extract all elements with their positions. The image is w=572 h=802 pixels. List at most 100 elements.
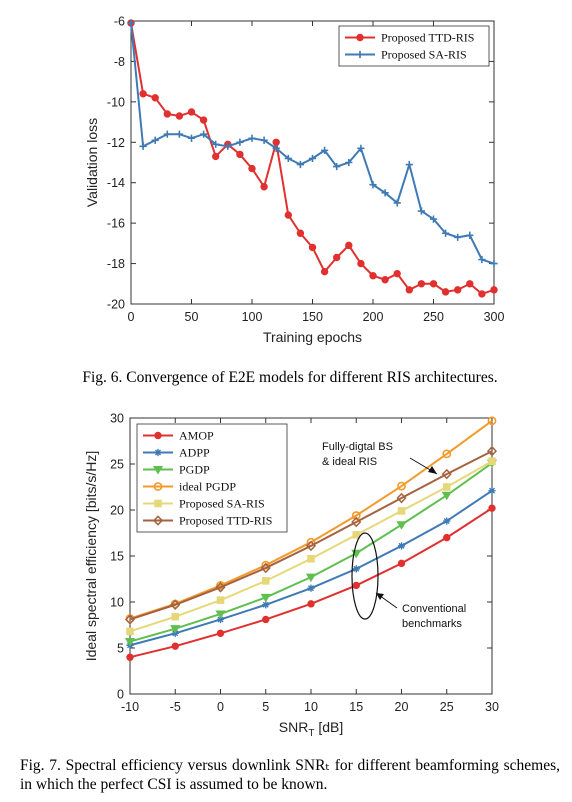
data-point	[151, 94, 159, 102]
data-point	[260, 183, 268, 191]
data-point	[124, 638, 136, 647]
data-point	[369, 181, 377, 189]
figure-7-caption: Fig. 7. Spectral efficiency versus downl…	[20, 757, 560, 793]
data-point	[393, 199, 401, 207]
y-tick-label: -16	[107, 217, 125, 231]
legend-label: Proposed TTD-RIS	[179, 514, 272, 528]
data-point	[139, 90, 147, 98]
data-point	[262, 601, 270, 609]
y-tick-label: -6	[114, 15, 125, 29]
x-tick-label: 30	[485, 700, 499, 714]
data-point	[163, 110, 172, 118]
data-point	[345, 241, 353, 250]
data-point	[441, 491, 452, 501]
data-point	[442, 483, 451, 491]
x-tick-label: -5	[170, 700, 181, 714]
data-point	[171, 642, 179, 650]
data-point	[260, 136, 268, 144]
y-tick-label: -14	[107, 176, 125, 190]
legend-box	[136, 423, 288, 533]
data-point	[490, 286, 498, 294]
legend-label: ideal PGDP	[179, 480, 236, 494]
data-point	[352, 531, 361, 539]
y-tick-label: -8	[114, 55, 125, 69]
data-point	[466, 231, 474, 239]
data-point	[443, 517, 451, 525]
y-tick-label: -12	[107, 136, 125, 150]
data-point	[333, 162, 341, 171]
annotation-text: benchmarks	[402, 618, 462, 630]
data-point	[478, 255, 486, 264]
legend: AMOP ADPP PGDP ideal PGDP Proposed SA-RIS Pro…	[136, 423, 288, 533]
data-point	[351, 516, 362, 528]
annotation-text: Conventional	[402, 603, 466, 615]
data-point	[429, 280, 438, 288]
data-point	[487, 416, 497, 426]
legend-marker	[356, 50, 364, 59]
data-point	[284, 211, 292, 219]
y-tick-label: 15	[110, 550, 124, 564]
data-point	[429, 215, 438, 223]
data-point	[236, 150, 244, 159]
y-tick-label: 10	[110, 596, 124, 610]
data-point	[307, 584, 315, 592]
x-tick-label: 5	[262, 700, 269, 714]
data-point	[417, 280, 426, 288]
data-point	[308, 243, 317, 252]
data-point	[357, 259, 365, 268]
x-tick-label: 10	[304, 700, 318, 714]
data-point	[284, 154, 292, 163]
legend-label: ADPP	[179, 446, 210, 460]
data-point	[397, 542, 406, 550]
data-point	[393, 269, 401, 278]
data-point	[261, 577, 270, 585]
legend-label: Proposed SA-RIS	[179, 497, 265, 511]
series-proposed-sa-ris	[127, 19, 498, 268]
legend-marker	[154, 448, 162, 457]
x-tick-label: 300	[484, 310, 505, 324]
data-point	[345, 158, 353, 167]
legend-item-pgdp: PGDP	[143, 463, 210, 477]
x-tick-label: 0	[128, 310, 135, 324]
data-point	[321, 146, 329, 154]
legend-item-proposed-sa-ris: Proposed SA-RIS	[345, 48, 467, 62]
data-point	[248, 164, 256, 173]
legend-label: PGDP	[179, 463, 210, 477]
x-tick-label: -10	[121, 700, 139, 714]
spectral-efficiency-chart: -10 -5 0 5 10 15 20 25 30 0 5 10 15 20 25 30 SNRT [dB] Id…	[83, 412, 499, 740]
data-point	[442, 229, 450, 237]
data-point	[397, 507, 406, 515]
data-point	[307, 600, 315, 608]
data-point	[151, 136, 159, 144]
data-point	[320, 267, 329, 276]
data-point	[175, 130, 183, 138]
legend-box	[338, 25, 490, 67]
data-point	[171, 612, 180, 621]
annotation-text: Fully-digtal BS	[322, 441, 393, 453]
x-tick-label: 20	[395, 700, 409, 714]
legend-label: Proposed TTD-RIS	[381, 31, 474, 45]
x-axis-label: Training epochs	[263, 329, 362, 345]
series-line	[129, 450, 493, 621]
data-point	[305, 573, 317, 583]
x-tick-label: 15	[349, 700, 363, 714]
y-axis-label: Validation loss	[84, 118, 100, 207]
data-point	[139, 142, 147, 150]
data-point	[216, 615, 225, 624]
legend-item-proposed-ttd-ris: Proposed TTD-RIS	[345, 31, 474, 45]
data-point	[260, 593, 271, 603]
legend-label: Proposed SA-RIS	[381, 48, 467, 62]
y-axis-label: Ideal spectral efficiency [bits/s/Hz]	[83, 451, 99, 662]
data-point	[170, 599, 181, 611]
legend-label: AMOP	[179, 429, 214, 443]
data-point	[215, 581, 226, 593]
annotation-fully-digital: Fully-digtal BS & ideal RIS	[322, 441, 438, 475]
data-point	[369, 272, 377, 280]
data-point	[307, 554, 315, 563]
y-tick-label: 20	[110, 504, 124, 518]
data-point	[260, 562, 271, 574]
series-proposed-sa-ris	[126, 457, 496, 636]
data-point	[305, 540, 317, 552]
y-tick-label: -10	[107, 95, 125, 109]
data-point	[236, 138, 244, 146]
